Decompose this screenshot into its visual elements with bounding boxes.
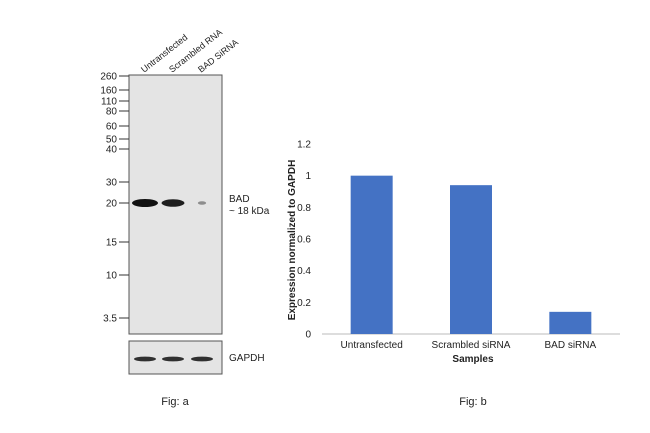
y-tick-label: 0.4 xyxy=(297,266,311,277)
caption-fig-a: Fig: a xyxy=(161,396,189,408)
marker-label: 10 xyxy=(106,271,118,282)
marker-label: 50 xyxy=(106,135,118,146)
bar xyxy=(350,175,393,334)
y-tick-label: 1 xyxy=(305,171,311,182)
marker-label: 260 xyxy=(100,72,117,83)
bad-band xyxy=(161,199,185,207)
x-tick-label: Scrambled siRNA xyxy=(432,340,511,351)
bad-bands xyxy=(132,199,207,207)
marker-label: 60 xyxy=(106,122,118,133)
caption-fig-b: Fig: b xyxy=(459,396,487,408)
marker-label: 3.5 xyxy=(103,314,117,325)
band-label-size: ~ 18 kDa xyxy=(229,206,270,217)
y-tick-label: 0.8 xyxy=(297,203,311,214)
bad-band xyxy=(197,201,207,205)
bar xyxy=(450,185,492,334)
y-tick-label: 0.6 xyxy=(297,235,311,246)
y-tick-label: 1.2 xyxy=(297,140,311,151)
marker-label: 15 xyxy=(106,238,118,249)
x-tick-label: BAD siRNA xyxy=(544,340,596,351)
y-tick-label: 0.2 xyxy=(297,298,311,309)
gapdh-band xyxy=(134,356,156,362)
marker-label: 30 xyxy=(106,178,118,189)
marker-label: 40 xyxy=(106,145,118,156)
bar xyxy=(549,311,592,334)
marker-label: 20 xyxy=(106,199,118,210)
x-tick-label: Untransfected xyxy=(341,340,403,351)
y-tick-label: 0 xyxy=(305,330,311,341)
gapdh-bands xyxy=(134,356,213,362)
gapdh-label: GAPDH xyxy=(229,353,265,364)
bad-band xyxy=(132,199,158,207)
band-label-name: BAD xyxy=(229,194,250,205)
chart-bars xyxy=(350,175,592,334)
marker-label: 160 xyxy=(100,86,117,97)
marker-label: 110 xyxy=(101,97,117,108)
chart-xlabel: Samples xyxy=(452,354,494,365)
gapdh-band xyxy=(162,356,184,362)
gapdh-band xyxy=(191,356,213,362)
chart-ylabel: Expression normalized to GAPDH xyxy=(287,160,298,321)
marker-label: 80 xyxy=(106,107,118,118)
